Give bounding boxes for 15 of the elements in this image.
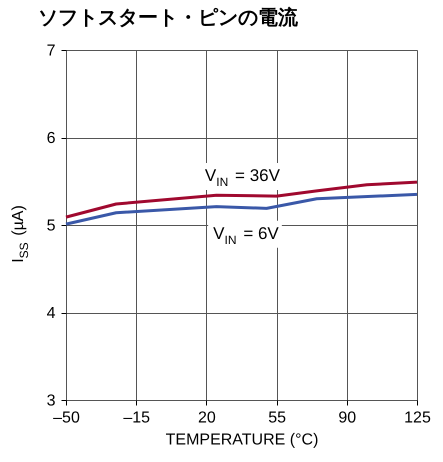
x-tick-label: –50 [53, 410, 80, 426]
y-tick-label: 5 [46, 218, 56, 234]
x-tick-label: –15 [123, 410, 150, 426]
x-tick-label: 55 [268, 410, 286, 426]
y-tick-label: 6 [46, 130, 56, 147]
y-axis-title: ISS (µA) [10, 205, 31, 263]
x-tick-label: 20 [198, 410, 216, 426]
x-tick-label: 90 [338, 410, 356, 426]
chart-title: ソフトスタート・ピンの電流 [38, 5, 299, 29]
y-tick-label: 3 [46, 392, 56, 410]
y-tick-label: 7 [46, 42, 56, 60]
x-axis-title: TEMPERATURE (°C) [166, 432, 318, 448]
x-tick-label: 125 [404, 410, 431, 426]
line-series [64, 192, 418, 226]
y-tick-label: 4 [46, 305, 56, 322]
